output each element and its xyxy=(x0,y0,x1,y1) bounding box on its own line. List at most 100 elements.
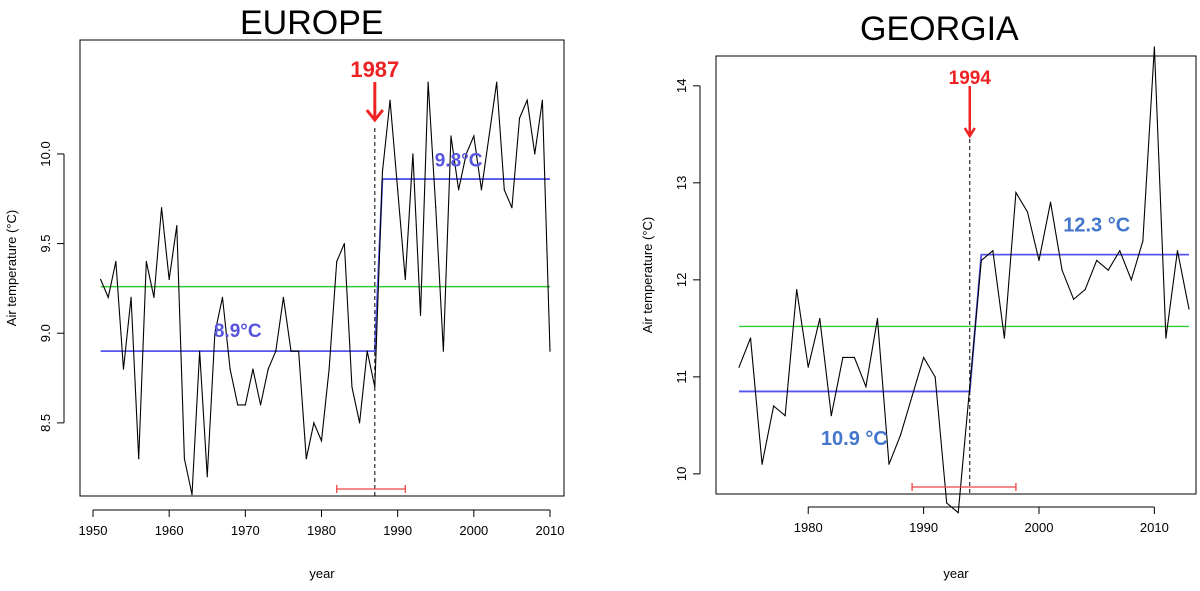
georgia-y-tick-label: 11 xyxy=(674,370,689,384)
georgia-y-tick-label: 12 xyxy=(674,273,689,287)
europe-data-point xyxy=(534,153,536,155)
georgia-data-point xyxy=(1038,259,1040,262)
europe-data-point xyxy=(176,225,178,227)
europe-data-point xyxy=(221,296,224,298)
georgia-x-axis-label: year xyxy=(943,566,969,581)
europe-data-point xyxy=(199,350,201,352)
europe-data-point xyxy=(259,404,262,406)
europe-x-tick-label: 2010 xyxy=(536,523,565,538)
europe-data-point xyxy=(427,81,429,83)
georgia-y-tick-label: 13 xyxy=(674,176,689,190)
georgia-data-point xyxy=(842,356,844,359)
georgia-x-tick-label: 1980 xyxy=(794,520,823,535)
europe-data-point xyxy=(435,207,437,209)
europe-data-point xyxy=(107,296,109,298)
europe-y-axis-label: Air temperature (°C) xyxy=(4,210,19,326)
europe-data-point xyxy=(320,440,323,442)
europe-y-tick-label: 8.5 xyxy=(38,414,53,432)
georgia-changepoint-label: 1994 xyxy=(949,68,992,89)
europe-data-point xyxy=(541,99,543,101)
europe-data-point xyxy=(366,350,368,352)
europe-data-point xyxy=(191,493,193,496)
georgia-data-point xyxy=(807,366,809,368)
europe-data-point xyxy=(381,171,384,173)
europe-data-point xyxy=(130,296,132,298)
europe-data-point xyxy=(160,207,163,209)
europe-x-tick-label: 1960 xyxy=(155,523,184,538)
europe-data-point xyxy=(419,314,422,316)
europe-data-point xyxy=(298,350,300,352)
georgia-data-point xyxy=(957,512,959,514)
georgia-data-point xyxy=(1049,201,1052,203)
georgia-data-point xyxy=(1015,191,1017,194)
georgia-data-point xyxy=(1026,211,1029,213)
georgia-data-point xyxy=(1176,250,1179,252)
europe-chart: 1950 1960 1970 1980 1990 2000 2010 8.5 9.0 9.5 10.… xyxy=(4,39,565,581)
georgia-data-point xyxy=(865,385,867,388)
georgia-data-point xyxy=(761,463,763,465)
georgia-data-point xyxy=(853,356,855,359)
georgia-data-point xyxy=(899,434,902,436)
georgia-data-point xyxy=(1130,279,1132,281)
georgia-data-point xyxy=(749,337,752,339)
europe-x-tick-label: 1950 xyxy=(79,523,108,538)
europe-data-point xyxy=(115,260,117,263)
europe-data-point xyxy=(206,476,208,478)
europe-data-point xyxy=(496,81,498,83)
georgia-title: GEORGIA xyxy=(860,10,1019,48)
georgia-y-tick-label: 14 xyxy=(674,79,689,93)
europe-data-point xyxy=(214,332,216,334)
georgia-data-point xyxy=(980,259,982,262)
georgia-data-point xyxy=(1003,337,1005,339)
georgia-data-point xyxy=(784,415,786,417)
europe-data-point xyxy=(465,153,467,155)
georgia-data-point xyxy=(923,356,925,359)
europe-data-point xyxy=(168,278,170,281)
europe-data-point xyxy=(442,350,444,352)
europe-data-point xyxy=(518,117,521,119)
georgia-y-tick-label: 10 xyxy=(674,467,689,481)
europe-data-point xyxy=(100,278,102,281)
europe-data-point xyxy=(511,207,513,209)
europe-changepoint-arrow-head xyxy=(365,109,384,123)
europe-data-point xyxy=(244,404,246,406)
europe-x-tick-label: 1990 xyxy=(383,523,412,538)
georgia-data-point xyxy=(911,395,913,397)
europe-mean-annotation: 9.8°C xyxy=(435,151,483,172)
georgia-step-fit-line xyxy=(739,253,1189,393)
europe-data-point xyxy=(290,350,292,352)
europe-data-point xyxy=(336,260,338,263)
georgia-temperature-series-line xyxy=(738,46,1190,514)
europe-data-point xyxy=(275,350,277,352)
europe-data-point xyxy=(358,422,361,424)
europe-data-point xyxy=(153,296,155,298)
georgia-changepoint-arrow-head xyxy=(963,127,976,139)
georgia-data-point xyxy=(1188,308,1190,310)
georgia-data-point xyxy=(934,376,936,378)
georgia-data-point xyxy=(992,250,994,252)
georgia-data-point xyxy=(830,415,832,417)
georgia-data-point xyxy=(1119,250,1121,252)
europe-data-point xyxy=(389,99,391,101)
georgia-x-tick-label: 2010 xyxy=(1140,520,1169,535)
georgia-data-point xyxy=(1153,46,1155,48)
georgia-data-point xyxy=(876,318,879,320)
europe-data-point xyxy=(183,458,185,460)
europe-data-point xyxy=(503,189,505,191)
europe-data-point xyxy=(458,189,460,191)
georgia-data-point xyxy=(946,502,948,504)
georgia-data-point xyxy=(819,318,821,320)
europe-data-point xyxy=(282,296,285,298)
europe-data-point xyxy=(145,260,147,263)
europe-temperature-series-line xyxy=(100,82,551,495)
georgia-data-point xyxy=(773,405,775,407)
georgia-mean-annotation: 10.9 °C xyxy=(821,428,888,450)
europe-data-point xyxy=(549,350,551,352)
europe-mean-annotation: 8.9°C xyxy=(214,321,262,342)
europe-data-point xyxy=(412,153,414,155)
europe-x-axis-label: year xyxy=(309,566,335,581)
europe-title: EUROPE xyxy=(240,4,384,42)
europe-data-point xyxy=(138,458,140,460)
europe-data-point xyxy=(480,189,483,191)
